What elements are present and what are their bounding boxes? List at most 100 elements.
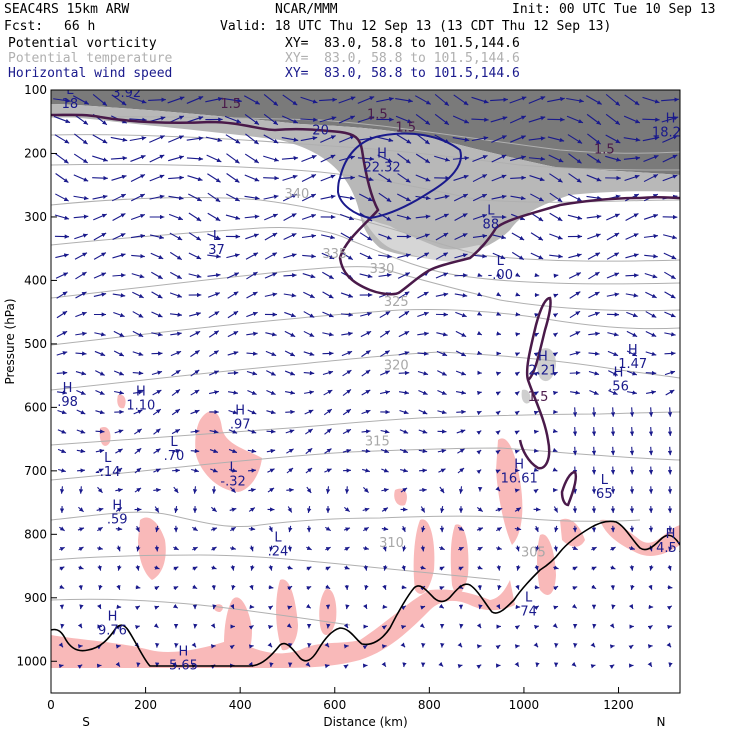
wind-vector <box>530 232 544 241</box>
wind-vector <box>301 173 317 183</box>
wind-vector <box>305 661 311 667</box>
wind-vector <box>377 154 393 163</box>
wind-vector <box>642 136 660 142</box>
wind-vector <box>345 604 350 610</box>
wind-vector <box>553 506 559 513</box>
wind-vector <box>400 605 407 611</box>
wind-vector <box>514 526 522 531</box>
extremum-value: -.14 <box>95 465 120 480</box>
wind-vector <box>131 253 145 259</box>
wind-vector <box>417 311 429 318</box>
wind-vector <box>266 409 276 415</box>
extremum-value: 18 <box>62 97 79 112</box>
wind-vector <box>435 213 449 221</box>
wind-vector <box>301 193 317 202</box>
end-label-north: N <box>657 715 666 729</box>
wind-vector <box>129 136 147 142</box>
wind-vector <box>552 352 558 357</box>
wind-vector <box>476 527 484 532</box>
wind-vector <box>171 369 181 377</box>
wind-vector <box>514 391 520 396</box>
wind-vector <box>552 428 558 434</box>
wind-vector <box>591 446 597 456</box>
wind-vector <box>341 331 353 336</box>
wind-vector <box>344 486 350 494</box>
wind-vector <box>471 136 489 142</box>
wind-vector <box>282 174 298 181</box>
wind-vector <box>515 292 521 297</box>
wind-vector <box>648 466 654 475</box>
wind-vector <box>226 193 240 202</box>
wind-vector <box>247 448 257 454</box>
wind-vector <box>306 486 312 494</box>
wind-vector <box>305 467 313 474</box>
wind-vector <box>605 155 621 162</box>
wind-vector <box>362 468 370 473</box>
wind-vector <box>263 194 279 200</box>
wind-vector <box>301 213 317 220</box>
extremum-value: 5.65 <box>169 659 198 674</box>
wind-vector <box>491 174 507 182</box>
wind-vector <box>246 271 258 280</box>
wind-vector <box>625 273 639 278</box>
wind-vector <box>497 585 502 590</box>
wind-vector <box>250 565 255 571</box>
wind-vector <box>359 193 373 202</box>
wind-vector <box>344 546 350 552</box>
wind-vector <box>75 331 87 336</box>
wind-vector <box>628 603 634 610</box>
wind-vector <box>378 254 392 259</box>
wind-vector <box>611 604 616 610</box>
y-tick-label: 900 <box>24 591 47 605</box>
theta-contour-label: 320 <box>384 358 409 373</box>
wind-vector <box>301 233 317 239</box>
wind-vector <box>378 273 392 278</box>
wind-vector <box>301 155 317 162</box>
wind-vector <box>54 214 70 220</box>
wind-vector <box>399 448 409 454</box>
wind-vector <box>664 370 676 376</box>
wind-vector <box>282 193 298 202</box>
extremum-value: 88 <box>483 217 500 232</box>
wind-vector <box>510 175 526 180</box>
wind-vector <box>667 486 673 494</box>
wind-vector <box>472 173 488 183</box>
wind-vector <box>288 525 293 533</box>
wind-vector <box>511 232 525 241</box>
wind-vector <box>492 252 506 260</box>
wind-vector <box>190 448 200 454</box>
wind-vector <box>168 213 184 221</box>
wind-vector <box>300 117 318 122</box>
y-tick-label: 1000 <box>16 654 47 668</box>
extremum-value: 22.32 <box>363 160 400 175</box>
wind-vector <box>54 134 70 144</box>
wind-vector <box>266 429 276 434</box>
wind-vector <box>93 232 107 241</box>
wind-vector <box>416 233 430 240</box>
wind-vector <box>553 293 559 298</box>
wind-vector <box>59 566 65 571</box>
wind-vector <box>588 311 600 318</box>
wind-vector <box>245 252 259 260</box>
wind-vector <box>338 115 356 124</box>
wind-vector <box>95 448 105 454</box>
wind-vector <box>609 664 615 669</box>
wind-vector <box>415 214 431 219</box>
wind-vector <box>286 467 294 474</box>
wind-vector <box>553 585 559 591</box>
wind-vector <box>187 175 203 182</box>
wind-vector <box>231 585 236 590</box>
wind-vector <box>549 192 563 203</box>
wind-vector <box>94 332 106 337</box>
wind-vector <box>668 545 673 552</box>
y-tick-label: 100 <box>24 83 47 97</box>
wind-vector <box>435 252 449 260</box>
wind-vector <box>495 507 503 512</box>
wind-vector <box>284 311 296 318</box>
wind-vector <box>59 486 65 494</box>
wind-vector <box>629 466 635 475</box>
wind-vector <box>588 331 600 337</box>
wind-vector <box>495 430 501 435</box>
wind-vector <box>154 565 160 570</box>
wind-vector <box>172 603 179 609</box>
